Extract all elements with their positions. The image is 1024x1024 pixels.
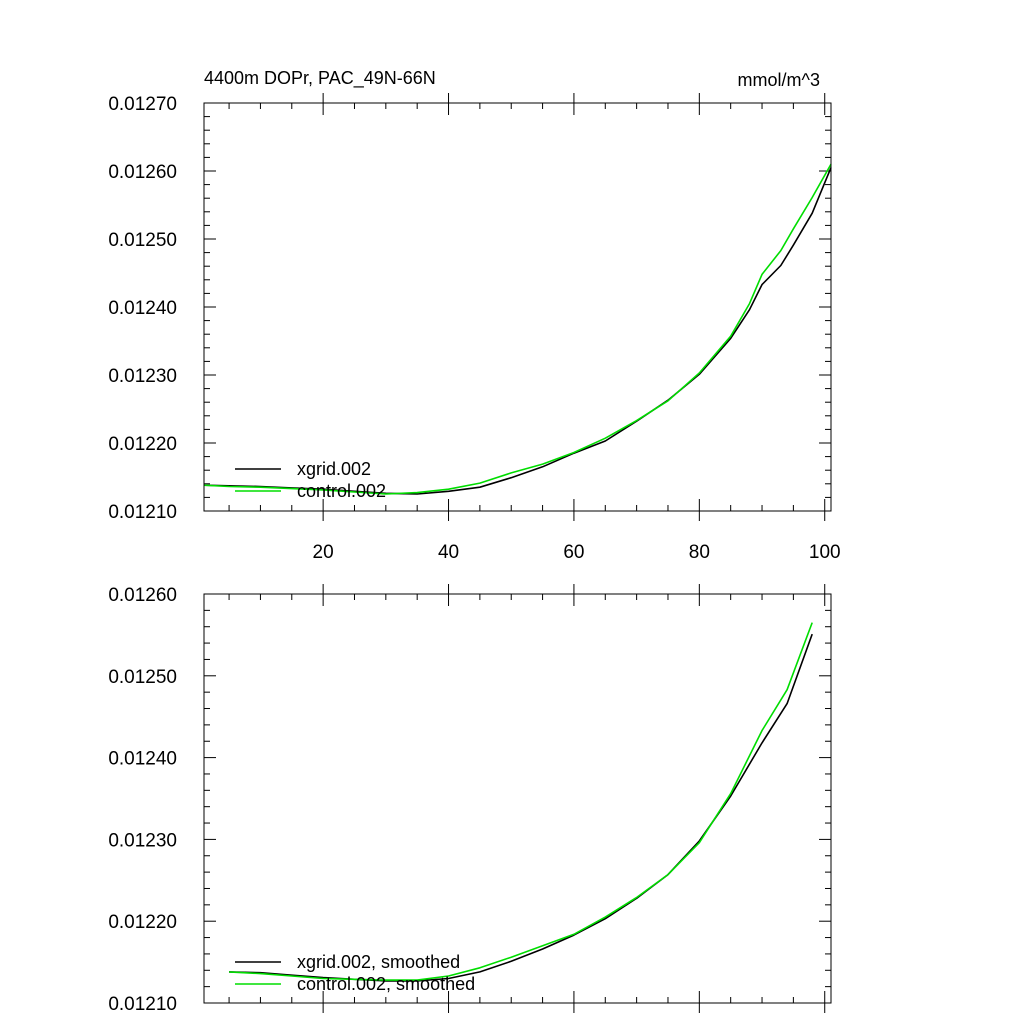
top-ytick-label: 0.01270: [108, 94, 177, 115]
bottom-plot-panel: 0.01210 0.01220 0.01230 0.01240 0.01250 0.012…: [108, 584, 832, 1015]
bottom-ytick-label: 0.01260: [108, 585, 177, 606]
top-plot-panel: 4400m DOPr, PAC_49N-66N mmol/m^3 0.01210…: [108, 68, 840, 563]
top-xtick-label: 100: [809, 542, 841, 563]
top-plot-title: 4400m DOPr, PAC_49N-66N: [204, 68, 436, 89]
bottom-legend-label: control.002, smoothed: [297, 974, 475, 994]
top-series-line-xgrid: [203, 167, 832, 495]
top-plot-area: 0.01210 0.01220 0.01230 0.01240 0.01250 0.012…: [108, 93, 841, 563]
bottom-plot-frame: [203, 593, 832, 1004]
bottom-plot-area: 0.01210 0.01220 0.01230 0.01240 0.01250 0.012…: [108, 584, 831, 1015]
bottom-ytick-label: 0.01220: [108, 912, 177, 933]
bottom-series-line-control: [229, 622, 813, 981]
top-xtick-label: 60: [563, 542, 584, 563]
bottom-ytick-label: 0.01210: [108, 994, 177, 1015]
bottom-series-line-xgrid: [229, 633, 813, 982]
top-ytick-label: 0.01210: [108, 502, 177, 523]
top-legend-label: xgrid.002: [297, 459, 371, 479]
top-legend-label: control.002: [297, 481, 386, 501]
top-ytick-label: 0.01220: [108, 434, 177, 455]
top-plot-units: mmol/m^3: [738, 70, 820, 90]
top-xtick-label: 80: [689, 542, 710, 563]
top-xtick-label: 20: [313, 542, 334, 563]
bottom-ytick-label: 0.01240: [108, 749, 177, 770]
bottom-legend-label: xgrid.002, smoothed: [297, 952, 460, 972]
top-series-line-control: [203, 163, 832, 495]
bottom-ytick-label: 0.01250: [108, 667, 177, 688]
top-ytick-label: 0.01240: [108, 298, 177, 319]
top-ytick-label: 0.01260: [108, 162, 177, 183]
bottom-ytick-label: 0.01230: [108, 830, 177, 851]
top-xtick-label: 40: [438, 542, 459, 563]
top-plot-frame: [203, 102, 832, 512]
top-ytick-label: 0.01230: [108, 366, 177, 387]
top-ytick-label: 0.01250: [108, 230, 177, 251]
